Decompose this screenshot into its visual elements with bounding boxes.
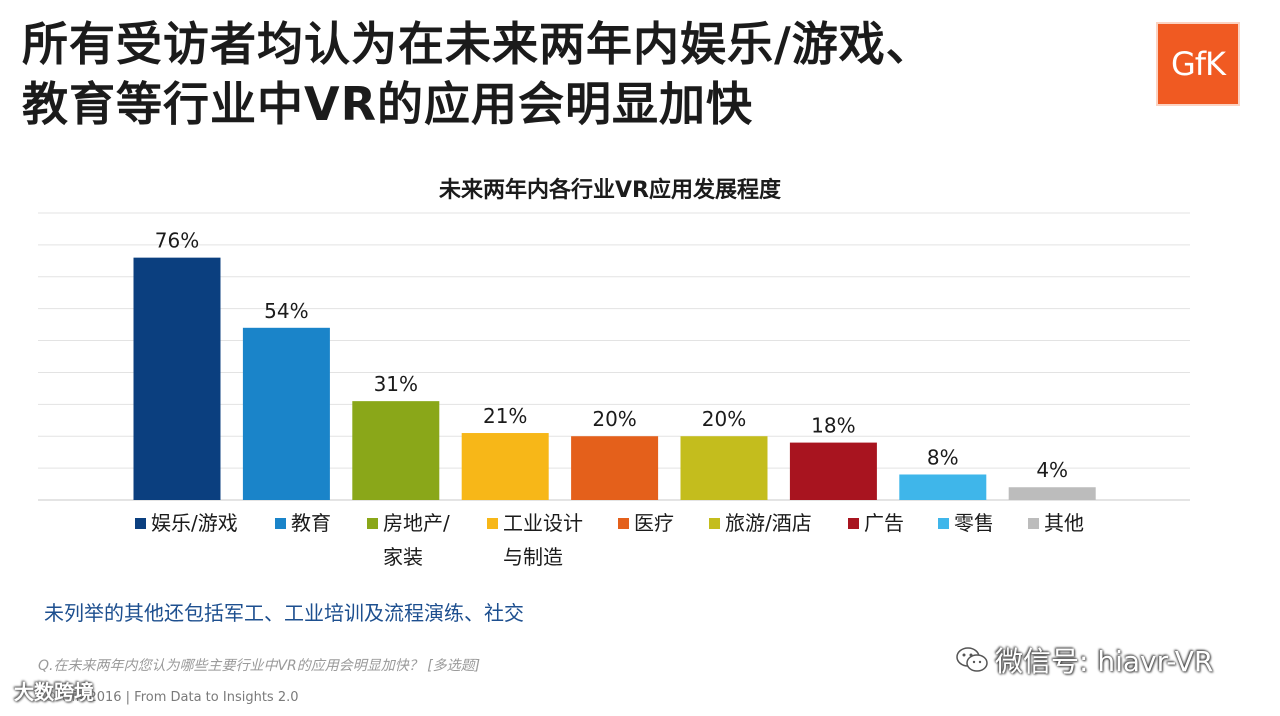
bar-value-label-2: 31% [374,372,418,396]
legend-label-6: 广告 [864,506,904,540]
legend-label-line: 教育 [291,511,331,535]
wechat-icon [955,645,989,682]
legend-label-8: 其他 [1044,506,1084,540]
watermark-left: 大数跨境 [14,680,94,704]
bar-6 [789,442,877,500]
legend-label-line: 广告 [864,511,904,535]
legend-swatch-4 [618,518,629,529]
bar-1 [242,327,330,500]
bar-5 [680,436,768,500]
legend-label-3: 工业设计 与制造 [503,506,583,574]
gfk-logo: GfK [1156,22,1240,106]
legend-label-line: 旅游/酒店 [725,511,812,535]
watermark-right-text: 微信号: hiavr-VR [995,645,1214,678]
legend-swatch-8 [1028,518,1039,529]
legend-label-line: 工业设计 [503,511,583,535]
legend-label-0: 娱乐/游戏 [151,506,238,540]
legend-swatch-7 [938,518,949,529]
legend-swatch-0 [135,518,146,529]
survey-question: Q.在未来两年内您认为哪些主要行业中VR的应用会明显加快？ [多选题] [38,658,481,674]
bar-0 [133,257,221,500]
bar-value-label-4: 20% [592,407,636,431]
bar-7 [899,474,987,500]
legend-label-line: 与制造 [503,545,563,569]
chart-title: 未来两年内各行业VR应用发展程度 [439,178,781,203]
legend-label-2: 房地产/家装 [383,506,450,574]
bar-3 [461,433,549,500]
bar-8 [1008,487,1096,500]
bar-value-label-3: 21% [483,404,527,428]
legend-label-line: 家装 [383,545,423,569]
legend-label-line: 零售 [954,511,994,535]
watermark-right: 微信号: hiavr-VR [955,640,1213,682]
bar-value-label-1: 54% [264,299,308,323]
legend-swatch-6 [848,518,859,529]
bar-value-label-6: 18% [811,414,855,438]
footnote: 未列举的其他还包括军工、工业培训及流程演练、社交 [44,601,524,625]
legend-swatch-2 [367,518,378,529]
legend-label-7: 零售 [954,506,994,540]
headline-line-1: 所有受访者均认为在未来两年内娱乐/游戏、 [22,17,933,71]
legend-swatch-3 [487,518,498,529]
bar-value-label-7: 8% [927,445,959,469]
legend-label-1: 教育 [291,506,331,540]
legend-label-line: 房地产/ [383,511,450,535]
legend-label-line: 其他 [1044,511,1084,535]
page-headline: 所有受访者均认为在未来两年内娱乐/游戏、 教育等行业中VR的应用会明显加快 [22,14,1132,134]
bar-value-label-5: 20% [702,407,746,431]
legend-label-line: 娱乐/游戏 [151,511,238,535]
copyright-text: © GfK 2016 | From Data to Insights 2.0 [44,690,299,705]
bar-4 [571,436,659,500]
bar-2 [352,401,440,500]
legend-label-5: 旅游/酒店 [725,506,812,540]
bar-value-label-8: 4% [1036,458,1068,482]
headline-line-2: 教育等行业中VR的应用会明显加快 [22,77,754,131]
bar-value-label-0: 76% [155,229,199,253]
legend-label-4: 医疗 [634,506,674,540]
legend-swatch-5 [709,518,720,529]
legend-swatch-1 [275,518,286,529]
legend-label-line: 医疗 [634,511,674,535]
